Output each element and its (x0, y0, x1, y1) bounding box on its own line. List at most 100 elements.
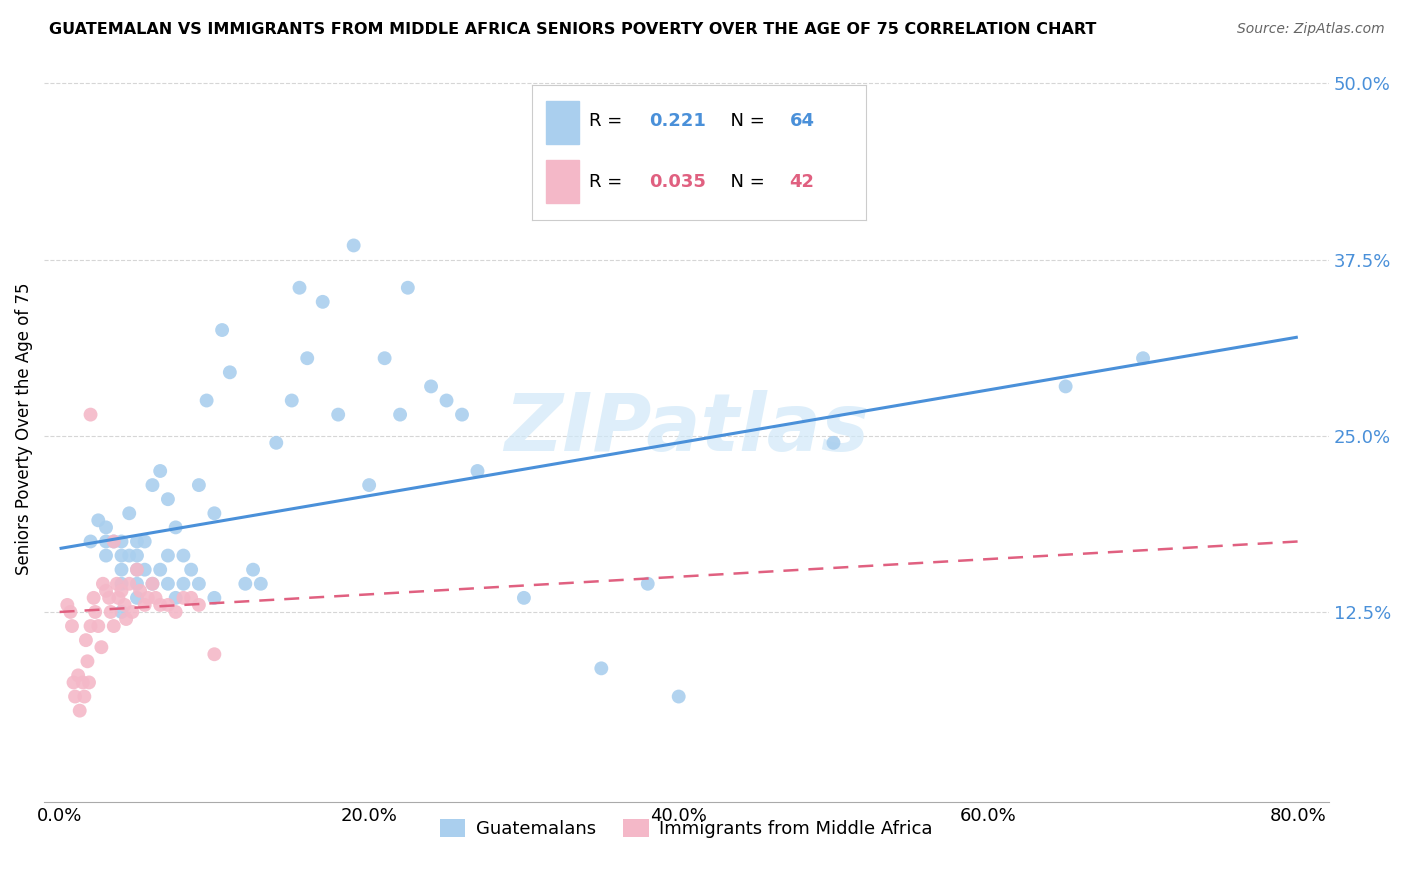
Point (103, 619, 125, 633)
Point (249, 576, 271, 591)
Point (125, 563, 148, 577)
Point (374, 351, 396, 366)
Point (264, 435, 287, 450)
Point (389, 408, 412, 422)
Point (195, 393, 218, 408)
Point (118, 549, 141, 563)
Point (100, 605, 122, 619)
Point (105, 576, 128, 591)
Point (83, 591, 105, 605)
Point (110, 563, 132, 577)
Point (115, 612, 138, 626)
Point (110, 534, 132, 549)
Point (141, 576, 163, 591)
Point (121, 605, 143, 619)
Point (288, 281, 311, 295)
Point (79, 408, 101, 422)
Point (134, 563, 156, 577)
Point (396, 281, 419, 295)
Legend: Guatemalans, Immigrants from Middle Africa: Guatemalans, Immigrants from Middle Afri… (433, 812, 941, 846)
Point (297, 351, 319, 366)
Point (281, 393, 304, 408)
Point (436, 393, 458, 408)
Point (211, 323, 233, 337)
Point (165, 520, 187, 534)
Point (110, 549, 132, 563)
Point (591, 661, 613, 675)
Point (90, 640, 112, 655)
Point (114, 598, 136, 612)
Point (312, 294, 335, 309)
Point (187, 598, 209, 612)
Point (141, 576, 163, 591)
Point (69, 704, 91, 718)
Point (110, 583, 132, 598)
Point (63, 690, 86, 704)
Point (202, 591, 225, 605)
Point (141, 478, 163, 492)
Point (94, 520, 117, 534)
Point (110, 605, 132, 619)
Point (136, 591, 159, 605)
Point (149, 598, 172, 612)
Point (62, 675, 84, 690)
Point (67, 668, 90, 682)
Text: Source: ZipAtlas.com: Source: ZipAtlas.com (1237, 22, 1385, 37)
Point (328, 408, 350, 422)
Text: GUATEMALAN VS IMMIGRANTS FROM MIDDLE AFRICA SENIORS POVERTY OVER THE AGE OF 75 C: GUATEMALAN VS IMMIGRANTS FROM MIDDLE AFR… (49, 22, 1097, 37)
Point (60, 619, 83, 633)
Point (103, 534, 125, 549)
Point (823, 435, 845, 450)
Point (91, 576, 114, 591)
Text: ZIPatlas: ZIPatlas (503, 390, 869, 467)
Y-axis label: Seniors Poverty Over the Age of 75: Seniors Poverty Over the Age of 75 (15, 283, 32, 575)
Point (202, 647, 225, 661)
Point (75, 633, 97, 648)
Point (172, 549, 194, 563)
Point (1054, 379, 1077, 393)
Point (134, 598, 156, 612)
Point (233, 576, 256, 591)
Point (94, 534, 117, 549)
Point (125, 576, 148, 591)
Point (467, 464, 489, 478)
Point (118, 576, 141, 591)
Point (242, 563, 264, 577)
Point (513, 591, 536, 605)
Point (76, 654, 98, 668)
Point (72, 675, 94, 690)
Point (180, 563, 202, 577)
Point (125, 534, 148, 549)
Point (172, 591, 194, 605)
Point (56, 598, 79, 612)
Point (1132, 351, 1154, 366)
Point (145, 591, 167, 605)
Point (149, 563, 172, 577)
Point (107, 591, 129, 605)
Point (129, 583, 152, 598)
Point (156, 576, 179, 591)
Point (202, 506, 225, 520)
Point (87, 513, 110, 527)
Point (668, 690, 690, 704)
Point (125, 549, 148, 563)
Point (451, 408, 474, 422)
Point (637, 576, 659, 591)
Point (110, 576, 132, 591)
Point (156, 598, 179, 612)
Point (343, 238, 366, 252)
Point (156, 549, 179, 563)
Point (94, 583, 117, 598)
Point (118, 506, 141, 520)
Point (134, 534, 156, 549)
Point (98, 591, 121, 605)
Point (87, 619, 110, 633)
Point (420, 379, 443, 393)
Point (77, 675, 100, 690)
Point (218, 365, 240, 379)
Point (125, 563, 148, 577)
Point (149, 464, 172, 478)
Point (73, 690, 96, 704)
Point (156, 492, 179, 507)
Point (180, 591, 202, 605)
